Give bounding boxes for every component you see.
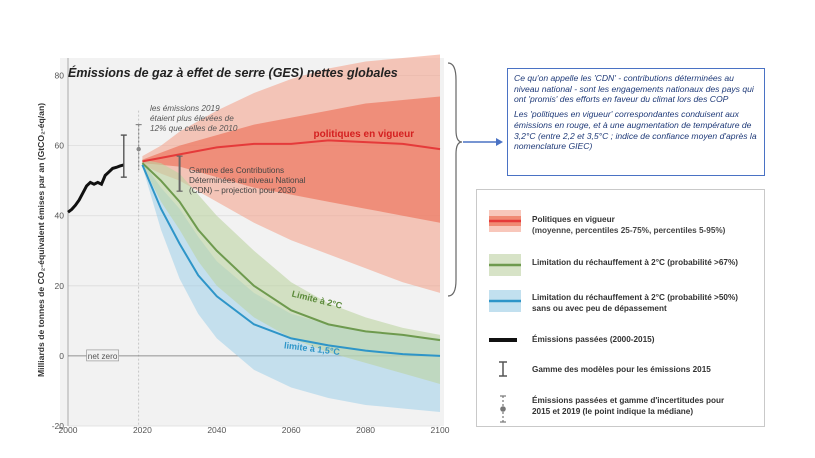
annotation-ndc-range: Gamme des Contributions Déterminées au ni… [189, 166, 306, 195]
annotation-emissions-2019-line-1: étaient plus élevées de [150, 114, 234, 123]
y-axis-label: Milliards de tonnes de CO₂-équivalent ém… [36, 103, 46, 377]
2c-median-line [141, 162, 441, 342]
cdn-explanation-box: Ce qu'on appelle les 'CDN' - contributio… [507, 68, 765, 176]
net-zero-label: net zero [88, 352, 118, 361]
chart-title: Émissions de gaz à effet de serre (GES) … [68, 65, 398, 80]
annotation-emissions-2019-line-0: les émissions 2019 [150, 104, 220, 113]
y-tick-label-0: -20 [52, 421, 65, 431]
legend-15c-b: sans ou avec peu de dépassement [532, 304, 667, 314]
legend-policies-title: Politiques en vigueur [532, 215, 615, 224]
legend-uncertainty-icon [500, 395, 506, 423]
legend-model-range-icon [499, 361, 507, 377]
x-tick-label-3: 2060 [282, 425, 301, 435]
note-paragraph-cdn: Ce qu'on appelle les 'CDN' - contributio… [514, 73, 754, 105]
policies-band-25-75 [142, 96, 440, 223]
legend-symbols [489, 210, 521, 423]
x-tick-label-1: 2020 [133, 425, 152, 435]
annotation-emissions-2019: les émissions 2019 étaient plus élevées d… [150, 104, 238, 133]
annotation-ndc-range-line-0: Gamme des Contributions [189, 166, 284, 175]
legend-15c-a: Limitation du réchauffement à 2°C (proba… [532, 293, 738, 302]
label-politiques-en-vigueur: politiques en vigueur [314, 129, 415, 140]
net-zero-box [86, 349, 119, 362]
legend-uncertainty-a: Émissions passées et gamme d'incertitude… [532, 396, 725, 405]
y-tick-label-2: 20 [55, 281, 65, 291]
legend-models: Gamme des modèles pour les émissions 201… [532, 365, 711, 374]
legend-uncertainty: Émissions passées et gamme d'incertitude… [532, 395, 724, 417]
y-tick-label-4: 60 [55, 141, 65, 151]
y-tick-label-5: 80 [55, 71, 65, 81]
legend: Politiques en vigueur (moyenne, percenti… [476, 189, 765, 427]
x-tick-label-0: 2000 [59, 425, 78, 435]
past-emissions-line [67, 163, 125, 214]
legend-policies: Politiques en vigueur (moyenne, percenti… [532, 214, 725, 236]
policies-median-line [142, 139, 441, 163]
2c-band [142, 159, 440, 384]
note-paragraph-policies: Les 'politiques en vigueur' correspondan… [514, 109, 757, 152]
legend-policies-sub: (moyenne, percentiles 25-75%, percentile… [532, 226, 726, 236]
x-tick-label-5: 2100 [431, 425, 450, 435]
annotation-ndc-range-line-2: (CDN) – projection pour 2030 [189, 186, 296, 195]
legend-uncertainty-b: 2015 et 2019 (le point indique la médian… [532, 407, 694, 417]
y-tick-label-1: 0 [59, 351, 64, 361]
legend-2c: Limitation du réchauffement à 2°C (proba… [532, 258, 738, 267]
x-tick-label-4: 2080 [356, 425, 375, 435]
1-5c-median-line [141, 164, 441, 357]
annotation-emissions-2019-line-2: 12% que celles de 2010 [150, 124, 238, 133]
uncertainty-2019-median [136, 146, 141, 152]
arrow-head [496, 138, 503, 146]
annotation-ndc-range-line-1: Déterminées au niveau National [189, 176, 306, 185]
x-tick-label-2: 2040 [207, 425, 226, 435]
legend-past: Émissions passées (2000-2015) [532, 335, 655, 344]
y-tick-label-3: 40 [55, 211, 65, 221]
brace [447, 62, 463, 297]
legend-15c: Limitation du réchauffement à 2°C (proba… [532, 292, 738, 314]
